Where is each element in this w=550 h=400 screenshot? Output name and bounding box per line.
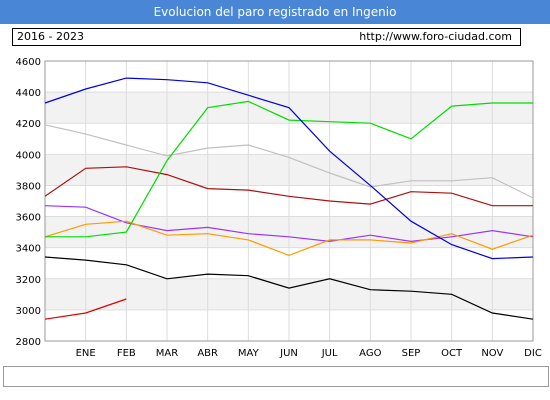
- x-tick-label: SEP: [402, 348, 421, 359]
- y-tick-label: 4000: [16, 150, 41, 161]
- series-line-2022: [44, 256, 534, 320]
- series-line-2017: [44, 166, 533, 207]
- y-tick-label: 3000: [16, 306, 41, 317]
- x-tick-label: OCT: [441, 348, 463, 359]
- y-tick-label: 4400: [16, 88, 41, 99]
- x-tick-label: AGO: [359, 348, 381, 359]
- x-tick-label: ABR: [197, 348, 218, 359]
- series-line-2016: [44, 124, 534, 199]
- y-tick-label: 3200: [16, 275, 41, 286]
- series-line-2019: [44, 220, 534, 257]
- series-line-2021: [44, 77, 534, 260]
- source-url: http://www.foro-ciudad.com: [359, 30, 512, 43]
- x-tick-label: MAR: [156, 348, 178, 359]
- y-tick-label: 4600: [16, 57, 41, 68]
- info-bar: 2016 - 2023 http://www.foro-ciudad.com: [12, 28, 521, 46]
- x-tick-label: MAY: [238, 348, 260, 359]
- period-label: 2016 - 2023: [17, 30, 84, 43]
- x-tick-label: FEB: [117, 348, 136, 359]
- y-tick-label: 3400: [16, 244, 41, 255]
- series-line-2020: [45, 100, 533, 238]
- y-tick-label: 3800: [16, 181, 41, 192]
- plot-border: [44, 60, 534, 342]
- series-lines: [44, 77, 534, 320]
- chart-title: Evolucion del paro registrado en Ingenio: [0, 0, 550, 24]
- y-tick-labels: 2800 3000 3200 3400 3600 3800 4000 4200 4400 4600: [16, 57, 41, 348]
- x-tick-label: JUN: [279, 348, 298, 359]
- axes: [44, 60, 534, 342]
- x-tick-label: DIC: [524, 348, 542, 359]
- y-tick-label: 4200: [16, 119, 41, 130]
- x-tick-label: JUL: [321, 348, 338, 359]
- y-tick-label: 2800: [16, 337, 41, 348]
- x-tick-label: ENE: [76, 348, 96, 359]
- x-tick-labels: ENE FEB MAR ABR MAY JUN JUL AGO SEP OCT NOV DIC: [76, 348, 542, 359]
- y-tick-label: 3600: [16, 213, 41, 224]
- x-tick-label: NOV: [481, 348, 503, 359]
- legend: [3, 366, 549, 387]
- series-line-2018: [44, 205, 534, 243]
- series-line-2023: [44, 298, 127, 320]
